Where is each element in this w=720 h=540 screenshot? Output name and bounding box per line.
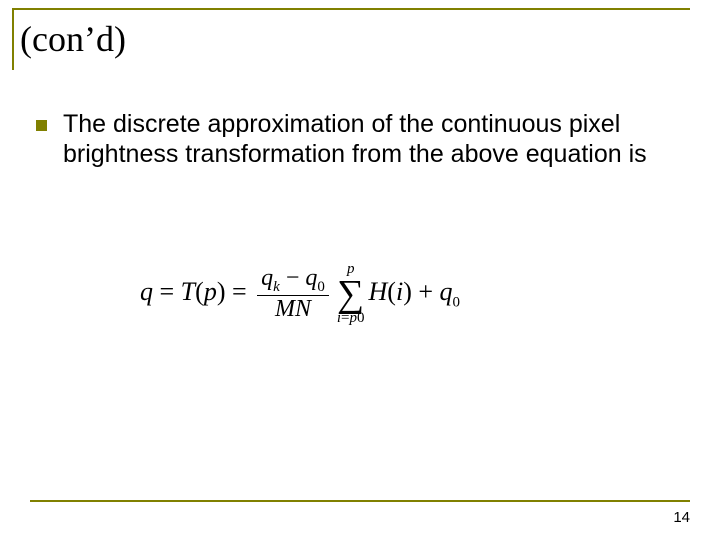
- eq-q0n-0: 0: [317, 278, 325, 294]
- eq-T: T: [181, 277, 195, 306]
- eq-H-rparen: ): [403, 277, 412, 306]
- eq-p: p: [204, 277, 217, 306]
- eq-q: q: [140, 277, 153, 306]
- body-area: The discrete approximation of the contin…: [36, 110, 660, 169]
- slide: (con’d) The discrete approximation of th…: [0, 0, 720, 540]
- eq-lparen: (: [195, 277, 204, 306]
- eq-sum-0: 0: [357, 310, 365, 326]
- title-rule-top: [12, 8, 690, 10]
- eq-sum-p: p: [350, 310, 358, 326]
- sigma-icon: ∑: [337, 277, 365, 311]
- eq-qk-k: k: [273, 278, 280, 294]
- bullet-item: The discrete approximation of the contin…: [36, 110, 660, 169]
- eq-sum-eq: =: [341, 310, 349, 326]
- eq-q0t-0: 0: [453, 294, 461, 310]
- eq-q0n-q: q: [305, 265, 317, 291]
- equation: q = T(p) = qk − q0 MN p ∑ i=p0 H(i) + q0: [140, 262, 460, 326]
- eq-qk-q: q: [261, 265, 273, 291]
- page-number: 14: [673, 509, 690, 526]
- slide-title: (con’d): [20, 18, 126, 60]
- eq-plus: +: [412, 277, 440, 306]
- bullet-square-icon: [36, 120, 47, 131]
- eq-frac-num: qk − q0: [257, 265, 329, 296]
- eq-H: H: [369, 277, 388, 306]
- title-rule-left: [12, 8, 14, 70]
- eq-frac-den: MN: [257, 295, 329, 323]
- eq-H-lparen: (: [387, 277, 396, 306]
- eq-sum-lower: i=p0: [337, 311, 365, 326]
- bullet-text: The discrete approximation of the contin…: [63, 110, 660, 169]
- eq-fraction: qk − q0 MN: [257, 265, 329, 324]
- eq-equals-2: =: [225, 277, 253, 306]
- footer-rule: [30, 500, 690, 502]
- eq-minus: −: [280, 265, 306, 291]
- eq-sum: p ∑ i=p0: [337, 262, 365, 326]
- eq-q0t-q: q: [440, 277, 453, 306]
- eq-equals-1: =: [153, 277, 181, 306]
